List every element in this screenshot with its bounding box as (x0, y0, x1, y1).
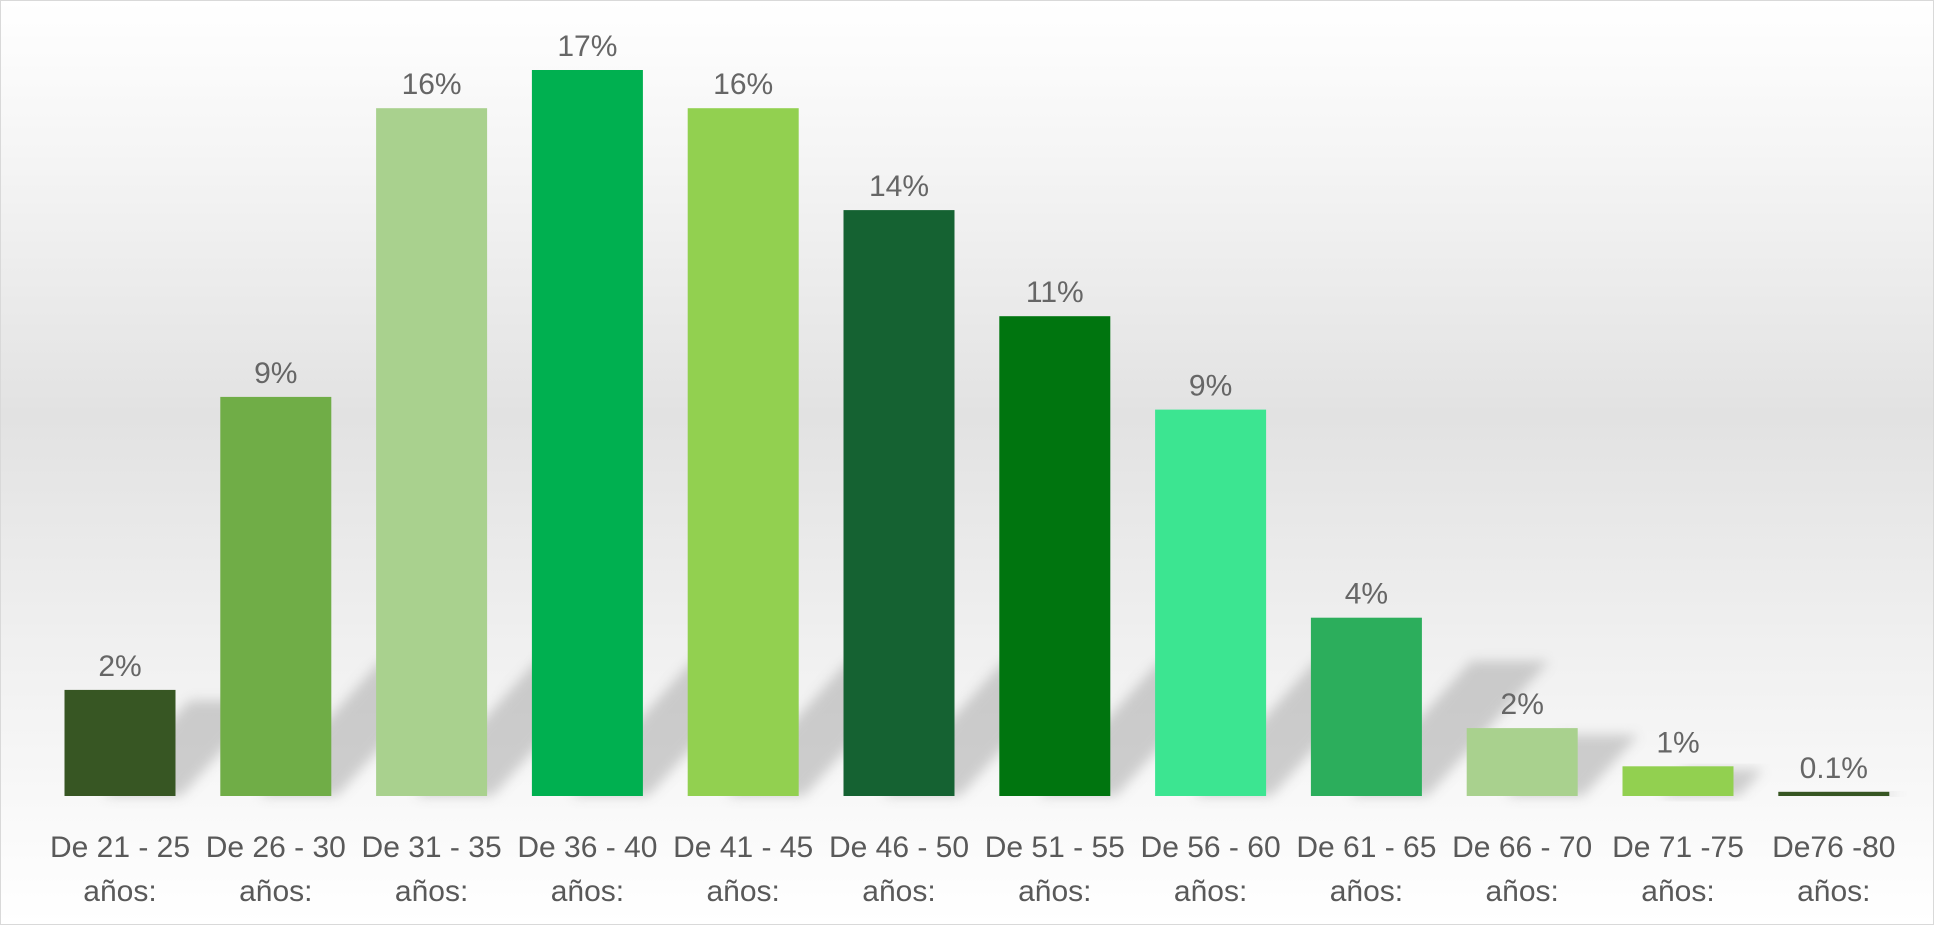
data-label: 1% (1656, 726, 1699, 759)
data-label: 0.1% (1800, 752, 1868, 785)
data-label: 11% (1026, 276, 1084, 309)
category-label: De 46 - 50 (829, 831, 969, 864)
category-label: años: (1641, 875, 1714, 908)
bar (1310, 617, 1422, 796)
category-label: años: (395, 875, 468, 908)
category-label: años: (862, 875, 935, 908)
data-label: 16% (402, 68, 462, 101)
category-label: años: (239, 875, 312, 908)
data-label: 16% (713, 68, 773, 101)
data-label: 9% (1189, 370, 1232, 403)
data-label: 14% (869, 170, 929, 203)
bar (1778, 791, 1890, 796)
category-label: años: (551, 875, 624, 908)
category-label: De 21 - 25 (50, 831, 190, 864)
data-label: 2% (98, 650, 141, 683)
category-label: De 41 - 45 (673, 831, 813, 864)
bar (64, 689, 176, 796)
category-labels: De 21 - 25 años: De 26 - 30 años: De 31 - 35… (50, 831, 1896, 908)
category-label: De 31 - 35 (362, 831, 502, 864)
category-label: De 71 -75 (1612, 831, 1744, 864)
category-label: años: (83, 875, 156, 908)
data-label: 4% (1345, 578, 1388, 611)
bar (531, 70, 643, 796)
category-label: años: (1486, 875, 1559, 908)
bar (1466, 728, 1578, 796)
bar (1622, 766, 1734, 796)
category-label: años: (707, 875, 780, 908)
bars (64, 70, 1890, 797)
data-label: 2% (1501, 688, 1544, 721)
data-label: 9% (254, 357, 297, 390)
bar (999, 316, 1111, 796)
data-label: 17% (557, 30, 617, 63)
category-label: años: (1018, 875, 1091, 908)
data-labels: 2% 9% 16% 17% 16% 14% 11% 9% 4% 2% 1% 0.1% (98, 30, 1868, 785)
category-label: De 26 - 30 (206, 831, 346, 864)
category-label: De 61 - 65 (1296, 831, 1436, 864)
bar (220, 396, 332, 796)
category-label: años: (1797, 875, 1870, 908)
category-label: De 56 - 60 (1141, 831, 1281, 864)
bar (376, 108, 488, 796)
bar (1155, 409, 1267, 796)
category-label: De 51 - 55 (985, 831, 1125, 864)
category-label: De76 -80 (1772, 831, 1895, 864)
bar (843, 210, 955, 797)
category-label: años: (1174, 875, 1247, 908)
category-label: años: (1330, 875, 1403, 908)
bar (687, 108, 799, 796)
category-label: De 36 - 40 (517, 831, 657, 864)
category-label: De 66 - 70 (1452, 831, 1592, 864)
